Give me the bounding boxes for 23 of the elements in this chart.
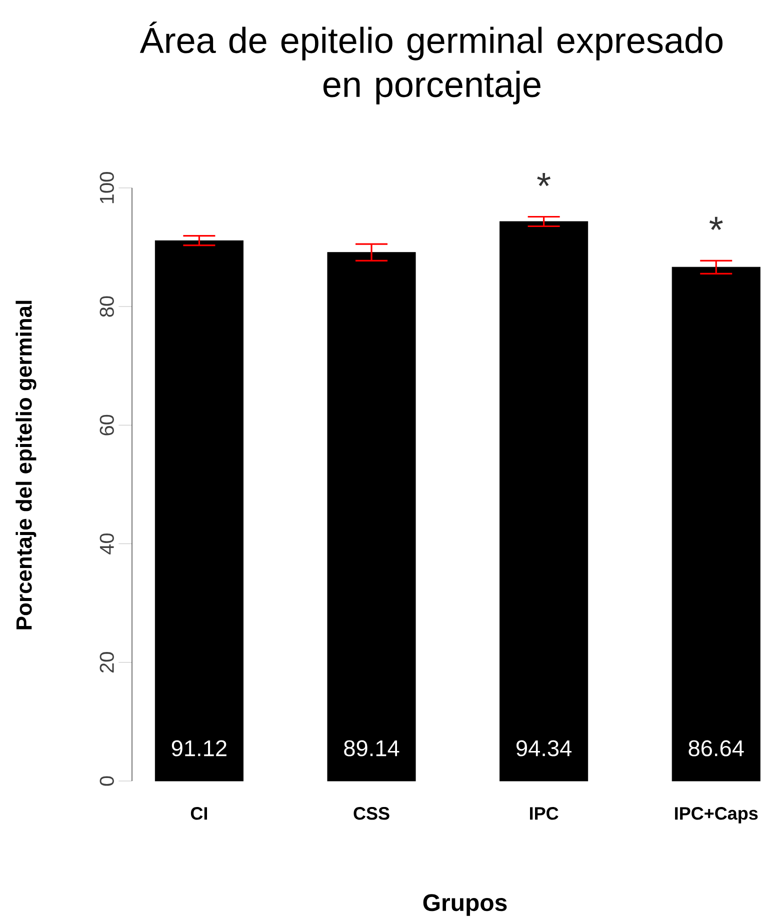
y-tick-label: 80 bbox=[100, 296, 114, 317]
y-tick-label: 0 bbox=[100, 776, 114, 786]
bar bbox=[327, 252, 416, 782]
x-tick-label: IPC bbox=[530, 807, 558, 820]
y-tick-label: 60 bbox=[100, 414, 114, 436]
data-label: 86.64 bbox=[688, 740, 744, 756]
data-label: 94.34 bbox=[516, 740, 572, 756]
data-label: 89.14 bbox=[344, 740, 400, 756]
x-tick-label: IPC+Caps bbox=[675, 807, 758, 824]
x-axis-title: Grupos bbox=[423, 894, 507, 916]
bar bbox=[154, 240, 244, 782]
data-label: 91.12 bbox=[172, 740, 226, 756]
x-tick-label: CI bbox=[190, 807, 207, 820]
y-tick-label: 100 bbox=[100, 172, 114, 204]
bar bbox=[672, 266, 760, 782]
y-tick-label: 20 bbox=[100, 652, 114, 672]
bar bbox=[500, 221, 588, 782]
chart-title: Área de epitelio germinal expresado en porcentaje bbox=[140, 22, 723, 104]
y-tick-label: 40 bbox=[100, 533, 114, 554]
annotation: * bbox=[709, 216, 723, 230]
y-axis-title: Porcentaje del epitelio germinal bbox=[16, 300, 36, 630]
annotation: * bbox=[537, 173, 550, 186]
x-tick-label: CSS bbox=[354, 807, 390, 820]
